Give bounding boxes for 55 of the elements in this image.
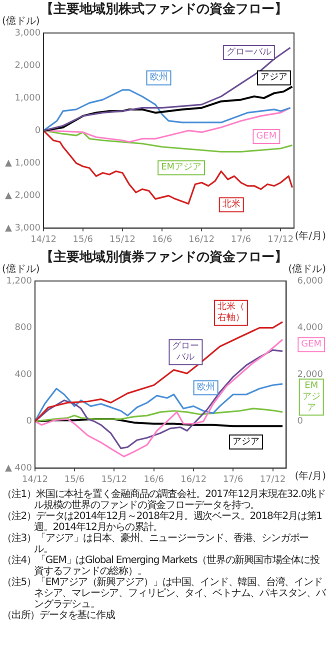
series-label: 北米 xyxy=(222,198,240,210)
y-tick-label: 3,000 xyxy=(14,28,41,38)
y-axis-title: (億ドル) xyxy=(2,264,40,276)
text: （注3）「アジア」は日本、豪州、ニュージーランド、香港、シンガポール。 xyxy=(2,533,309,555)
series-label: 欧州 xyxy=(150,72,168,83)
x-tick-label: 15/12 xyxy=(110,234,136,245)
x-tick-label: 16/6 xyxy=(144,474,164,485)
x-axis-title: (年/月) xyxy=(294,470,326,482)
y2-tick-label: 2,000 xyxy=(297,370,324,380)
y2-tick-label: 0 xyxy=(297,416,304,427)
text: （注5）「EMアジア（新興アジア）」は中国、インド、韓国、台湾、インドネシア、マレーシア、フィリピン、タイ、ベトナム、パキスタン、バングラデシュ。 xyxy=(2,577,327,610)
chart-title: 【主要地域別債券ファンドの資金フロー】 xyxy=(40,250,288,265)
y-tick-label: ▲ 1,000 xyxy=(4,158,41,168)
x-tick-label: 17/6 xyxy=(230,234,252,245)
x-tick-label: 15/6 xyxy=(64,474,85,485)
chart-title: 【主要地域別株式ファンドの資金フロー】 xyxy=(40,2,288,17)
x-tick-label: 14/12 xyxy=(30,234,57,245)
y-tick-label: 0 xyxy=(34,126,41,136)
text: グローバル xyxy=(172,340,200,362)
x-tick-label: 16/12 xyxy=(188,234,215,245)
y-tick-label: 400 xyxy=(14,370,32,380)
text: GEM xyxy=(301,339,322,350)
text: （注4）「GEM」はGlobal Emerging Markets（世界の新興国市場全体に投資するファンドの総称）。 xyxy=(2,555,320,577)
y-axis-title: (億ドル) xyxy=(2,16,40,28)
y-tick-label: ▲ 400 xyxy=(4,464,32,474)
y-tick-label: ▲ 3,000 xyxy=(4,224,41,234)
text: （出所）データを基に作成 xyxy=(2,610,116,621)
series-label: EMアジア xyxy=(161,162,202,173)
y-tick-label: ▲ 2,000 xyxy=(4,191,41,202)
x-tick-label: 15/6 xyxy=(72,234,94,245)
x-tick-label: 16/12 xyxy=(180,474,207,485)
y2-tick-label: 6,000 xyxy=(297,276,324,286)
text: （注2）データは2014年12月～2018年2月。週次ベース。2018年2月は第1週。2014年12月からの累計。 xyxy=(2,511,323,533)
y2-tick-label: 4,000 xyxy=(297,323,324,334)
text: EMアジア xyxy=(302,380,320,413)
x-tick-label: 17/12 xyxy=(260,474,286,485)
y2-axis-title: (億ドル) xyxy=(288,264,326,276)
series-label: グローバル xyxy=(226,46,272,58)
series-label: 欧州 xyxy=(196,382,215,393)
text: （注1）米国に本社を置く金融商品の調査会社。2017年12月末現在32.0兆ドル規模の世界のファンドの資金フローデータを持つ。 xyxy=(2,489,326,511)
x-tick-label: 15/12 xyxy=(101,474,128,485)
y-tick-label: 800 xyxy=(14,323,32,334)
series-label: GEM xyxy=(256,131,277,142)
x-tick-label: 14/12 xyxy=(22,474,48,485)
x-tick-label: 17/12 xyxy=(268,234,294,245)
y-tick-label: 0 xyxy=(26,416,32,427)
y-tick-label: 2,000 xyxy=(14,60,41,71)
y-tick-label: 1,200 xyxy=(6,276,32,286)
series-label: アジア xyxy=(260,72,288,83)
series-label: アジア xyxy=(232,436,260,447)
x-tick-label: 17/6 xyxy=(222,474,244,485)
x-tick-label: 16/6 xyxy=(152,234,172,245)
x-axis-title: (年/月) xyxy=(294,230,326,242)
series-label: 北米（右軸） xyxy=(217,301,244,324)
y-tick-label: 1,000 xyxy=(14,93,41,104)
